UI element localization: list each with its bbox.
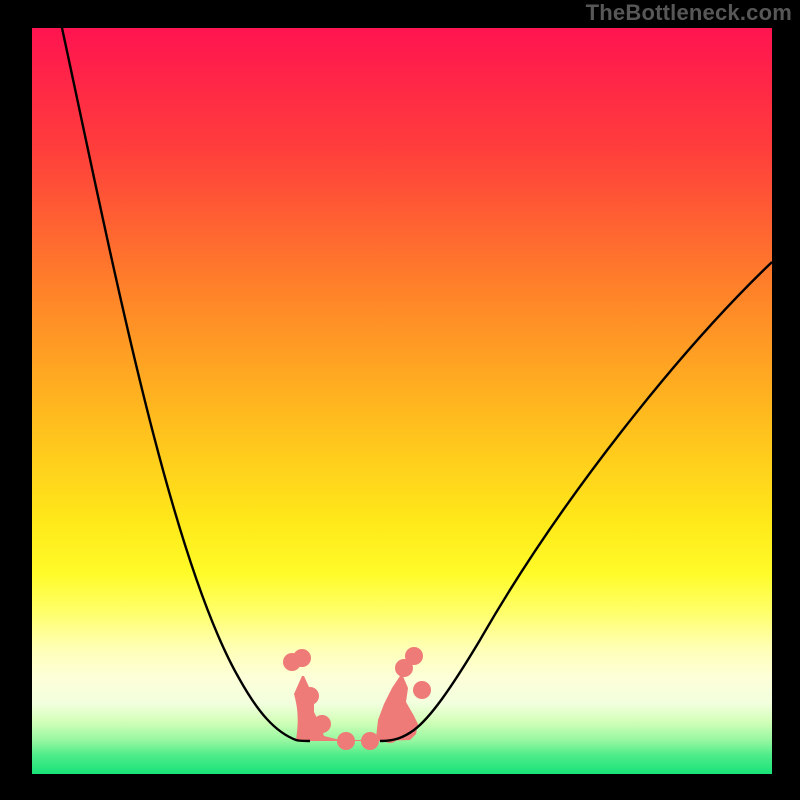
curve-dot	[361, 732, 379, 750]
curve-dot	[313, 715, 331, 733]
curve-dot	[337, 732, 355, 750]
curve-dot	[413, 681, 431, 699]
chart-svg	[0, 0, 800, 800]
chart-canvas: TheBottleneck.com	[0, 0, 800, 800]
watermark-text: TheBottleneck.com	[586, 0, 792, 26]
curve-dot	[405, 647, 423, 665]
curve-dot	[293, 649, 311, 667]
curve-dot	[387, 697, 405, 715]
curve-dot	[301, 687, 319, 705]
